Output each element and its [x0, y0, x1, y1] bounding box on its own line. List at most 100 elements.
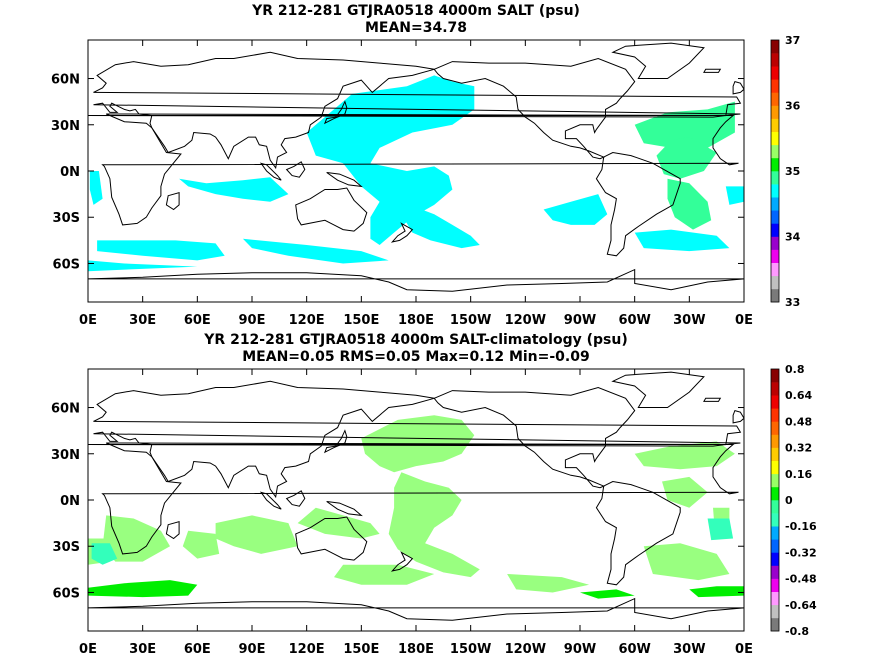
field-patch-anom_008_016-1 [689, 586, 744, 598]
colorbar-segment [771, 369, 779, 383]
x-tick-label: 150E [343, 313, 379, 328]
x-tick-label: 30E [129, 313, 156, 328]
field-patch-anom_neg_016_0-0 [91, 543, 118, 565]
y-tick-label: 30S [53, 540, 80, 555]
colorbar-label: 0.64 [785, 389, 812, 402]
colorbar-segment [771, 79, 779, 93]
x-tick-label: 180E [398, 642, 434, 656]
y-tick-label: 60N [51, 402, 80, 417]
coastline-3 [433, 386, 636, 489]
colorbar-segment [771, 184, 779, 198]
colorbar-label: 35 [785, 165, 800, 178]
colorbar-label: 0.8 [785, 363, 805, 376]
colorbar-segment [771, 53, 779, 67]
coastline-6 [88, 597, 744, 621]
field-patch-abs_34_5_35-5 [242, 238, 389, 264]
coastline-5 [611, 371, 705, 408]
y-tick-label: 60S [53, 586, 80, 601]
x-tick-label: 0E [735, 642, 753, 656]
colorbar-label: 0 [785, 494, 793, 507]
colorbar-segment [771, 421, 779, 435]
field-patch-abs_34_5_35-4 [97, 240, 225, 261]
colorbar-segment [771, 617, 779, 632]
colorbar-segment [771, 210, 779, 224]
y-tick-label: 30N [51, 448, 80, 463]
colorbar-segment [771, 513, 779, 527]
colorbar-segment [771, 288, 779, 303]
x-tick-label: 30W [673, 642, 705, 656]
coastline-7 [165, 191, 180, 211]
coastline-14 [703, 397, 722, 402]
y-tick-label: 0N [60, 494, 80, 509]
x-tick-label: 60W [618, 642, 650, 656]
coastline-9 [259, 162, 282, 181]
top-map-panel: 0E 30E 60E 90E 120E 150E 180E 150W 120W 90W 60W 30W… [51, 34, 801, 328]
field-patch-anom_0_008-8 [643, 543, 730, 581]
coastline-4 [595, 480, 681, 586]
x-tick-label: 60W [618, 313, 650, 328]
colorbar-label: 33 [785, 296, 800, 309]
colorbar-segment [771, 382, 779, 396]
field-patch-abs_35_35_2-2 [667, 178, 712, 230]
top-title-line2: MEAN=34.78 [364, 20, 468, 36]
coastline-10 [326, 172, 363, 188]
coastline-7 [165, 520, 180, 540]
colorbar-segment [771, 434, 779, 448]
field-patch-anom_0_008-4 [102, 515, 170, 562]
colorbar-label: 34 [785, 231, 801, 244]
colorbar-segment [771, 144, 779, 159]
colorbar-segment [771, 604, 779, 619]
x-tick-label: 120E [289, 642, 325, 656]
coastline-10 [326, 501, 363, 517]
y-tick-label: 30N [51, 119, 80, 134]
field-patch-abs_34_5_35-7 [89, 171, 103, 205]
x-tick-label: 150W [450, 642, 491, 656]
x-tick-label: 120E [289, 313, 325, 328]
coastline-1 [93, 51, 742, 170]
colorbar-segment [771, 473, 779, 488]
coastline-1 [93, 380, 742, 499]
colorbar-segment [771, 395, 779, 409]
colorbar-segment [771, 118, 779, 132]
coastline-14 [703, 68, 722, 73]
coastline-9 [259, 491, 282, 510]
field-patch-anom_neg_016_0-1 [707, 518, 734, 541]
coastline-8 [285, 490, 306, 507]
coastline-12 [390, 551, 414, 572]
coastline-layer [88, 371, 744, 621]
field-patch-abs_34_5_35-8 [88, 260, 198, 272]
x-tick-label: 90E [239, 313, 266, 328]
colorbar-segment [771, 131, 779, 146]
y-tick-label: 30S [53, 211, 80, 226]
colorbar-segment [771, 486, 779, 501]
colorbar-label: -0.8 [785, 625, 809, 638]
colorbar-segment [771, 171, 779, 185]
field-patch-anom_0_008-5 [182, 530, 220, 559]
coastline-5 [611, 42, 705, 79]
colorbar-segment [771, 157, 779, 172]
colorbar-frame [770, 39, 780, 303]
top-title-line1: YR 212-281 GTJRA0518 4000m SALT (psu) [252, 3, 580, 19]
x-tick-label: 120W [505, 642, 546, 656]
coastline-2 [295, 187, 368, 232]
coastline-4 [595, 151, 681, 257]
colorbar-label: 37 [785, 34, 800, 47]
colorbar-segment [771, 447, 779, 461]
colorbar-label: -0.32 [785, 546, 817, 559]
x-tick-label: 0E [79, 642, 97, 656]
colorbar-segment [771, 262, 779, 277]
colorbar-label: 0.16 [785, 468, 812, 481]
field-patch-anom_0_008-1 [388, 472, 480, 578]
field-patch-anom_0_008-9 [634, 441, 735, 470]
x-tick-label: 90E [239, 642, 266, 656]
coastline-11 [323, 100, 348, 125]
x-tick-label: 0E [79, 313, 97, 328]
colorbar-segment [771, 236, 779, 250]
colorbar-frame [770, 368, 780, 632]
x-tick-label: 30W [673, 313, 705, 328]
colorbar-label: 36 [785, 100, 801, 113]
x-tick-label: 180E [398, 313, 434, 328]
field-patch-abs_34_5_35-6 [634, 229, 730, 252]
coastline-2 [295, 516, 368, 561]
